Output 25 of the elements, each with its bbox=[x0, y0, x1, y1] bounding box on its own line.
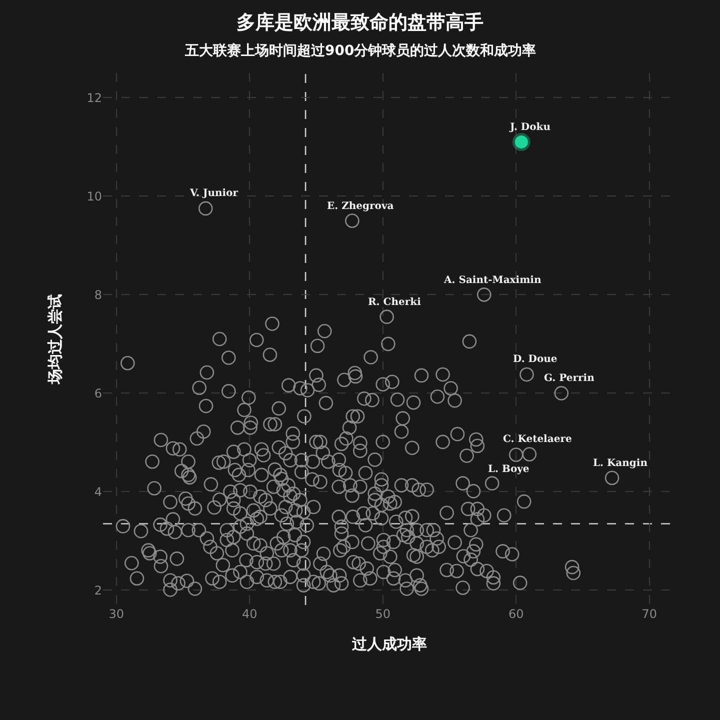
annotation: J. Doku bbox=[509, 122, 550, 133]
y-axis-title: 场均过人尝试 bbox=[46, 294, 64, 385]
annotation: E. Zhegrova bbox=[327, 201, 394, 212]
annotation: A. Saint-Maximin bbox=[443, 275, 542, 286]
annotation: R. Cherki bbox=[368, 297, 422, 308]
x-tick-label: 70 bbox=[642, 607, 657, 621]
x-tick-label: 40 bbox=[242, 607, 258, 621]
y-tick-label: 10 bbox=[86, 189, 102, 204]
y-tick-label: 6 bbox=[94, 386, 102, 400]
x-axis-title: 过人成功率 bbox=[351, 635, 427, 653]
annotation: L. Kangin bbox=[593, 458, 648, 469]
chart-subtitle: 五大联赛上场时间超过900分钟球员的过人次数和成功率 bbox=[184, 42, 536, 59]
x-tick-label: 30 bbox=[108, 607, 124, 621]
annotation: L. Boye bbox=[488, 464, 530, 475]
annotation: V. Junior bbox=[189, 188, 239, 199]
x-tick-label: 50 bbox=[375, 607, 390, 621]
y-tick-label: 8 bbox=[94, 288, 102, 302]
annotation: G. Perrin bbox=[544, 373, 596, 384]
annotation: C. Ketelaere bbox=[503, 434, 572, 445]
x-tick-label: 60 bbox=[508, 607, 524, 621]
annotation: D. Doue bbox=[513, 354, 558, 365]
y-tick-label: 2 bbox=[94, 583, 102, 598]
y-tick-label: 4 bbox=[94, 484, 102, 499]
chart-title: 多库是欧洲最致命的盘带高手 bbox=[236, 12, 484, 34]
y-tick-label: 12 bbox=[86, 90, 102, 105]
